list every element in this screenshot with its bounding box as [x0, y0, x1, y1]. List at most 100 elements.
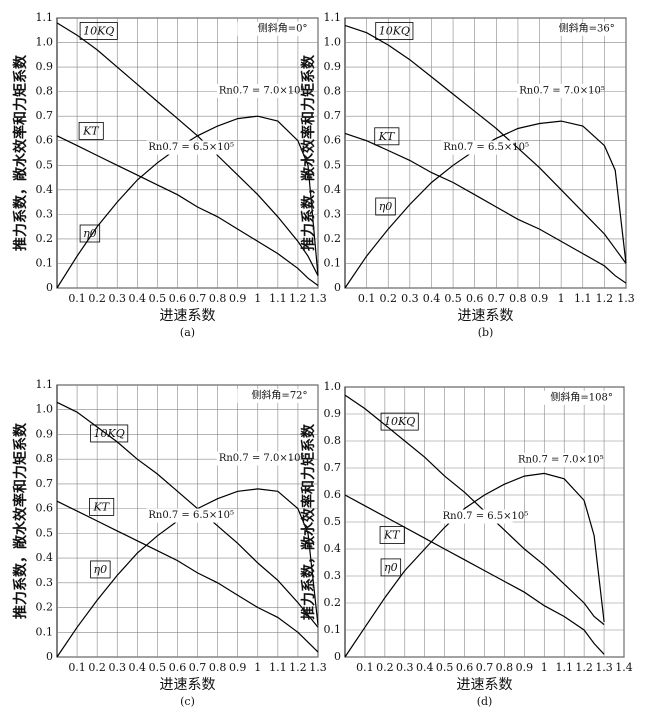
annotation: Rn0.7 = 7.0×10⁵	[518, 454, 604, 465]
label-box	[90, 560, 111, 579]
annotation: Rn0.7 = 7.0×10⁵	[219, 453, 305, 464]
y-tick-label: 0.7	[324, 461, 342, 474]
x-tick-label: 1.3	[309, 292, 327, 305]
y-tick-label: 0.3	[324, 207, 342, 220]
annotation: Rn0.7 = 6.5×10⁵	[148, 142, 234, 153]
y-tick-label: 1.1	[36, 378, 54, 391]
series-label: 10KQ	[384, 415, 415, 428]
annotation: 侧斜角=108°	[550, 390, 612, 403]
series-label: KT	[82, 124, 100, 137]
x-axis-label: 进速系数	[160, 308, 216, 324]
y-tick-label: 0.6	[324, 488, 342, 501]
y-tick-label: 1.0	[36, 36, 54, 49]
x-tick-label: 0.2	[88, 292, 106, 305]
note-bg	[216, 83, 289, 98]
label-box	[375, 197, 396, 216]
series-label: η0	[384, 561, 398, 574]
x-tick-label: 1.1	[269, 661, 287, 674]
y-axis-label: 推力系数，敞水效率和力矩系数	[300, 54, 317, 251]
annotation: Rn0.7 = 6.5×10⁵	[443, 142, 529, 153]
y-tick-label: 0.1	[324, 256, 342, 269]
y-tick-label: 0	[334, 650, 341, 663]
y-tick-label: 0.9	[36, 427, 54, 440]
x-tick-label: 1	[541, 661, 548, 674]
x-tick-label: 0.8	[509, 292, 527, 305]
annotation: 侧斜角=72°	[251, 388, 307, 401]
x-tick-label: 0.5	[149, 661, 167, 674]
y-tick-label: 1.1	[324, 11, 342, 24]
y-tick-label: 0.4	[36, 183, 54, 196]
y-tick-label: 0.4	[324, 183, 342, 196]
y-tick-label: 1.0	[324, 36, 342, 49]
series-label: KT	[93, 500, 111, 513]
x-tick-label: 0.5	[436, 661, 454, 674]
y-tick-label: 0.6	[36, 502, 54, 515]
x-tick-label: 0.1	[358, 292, 376, 305]
y-tick-label: 0.9	[324, 407, 342, 420]
note-bg	[440, 509, 513, 524]
x-tick-label: 0.9	[516, 661, 534, 674]
annotation: Rn0.7 = 6.5×10⁵	[443, 511, 529, 522]
note-bg	[146, 140, 219, 155]
label-box	[380, 412, 419, 431]
y-tick-label: 0.5	[324, 158, 342, 171]
series-label: KT	[378, 130, 396, 143]
series-label: 10KQ	[83, 25, 114, 38]
y-axis-label: 推力系数，敞水效率和力矩系数	[12, 422, 29, 619]
series-line	[344, 24, 627, 264]
series-line	[56, 500, 319, 653]
y-tick-label: 0	[46, 281, 53, 294]
label-box	[374, 127, 400, 146]
x-tick-label: 1	[558, 292, 565, 305]
y-tick-label: 0.8	[324, 434, 342, 447]
y-axis-label: 推力系数，敞水效率和力矩系数	[300, 423, 317, 620]
y-tick-label: 0.5	[36, 526, 54, 539]
note-bg	[441, 140, 514, 155]
y-tick-label: 0.1	[324, 623, 342, 636]
x-tick-label: 1.2	[575, 661, 593, 674]
x-tick-label: 0.6	[169, 661, 187, 674]
label-box	[79, 224, 101, 243]
y-tick-label: 0.6	[36, 134, 54, 147]
series-label: KT	[383, 529, 401, 542]
annotation: Rn0.7 = 7.0×10⁵	[519, 85, 605, 96]
y-tick-label: 0.4	[36, 551, 54, 564]
y-tick-label: 0.3	[36, 576, 54, 589]
annotation: 侧斜角=0°	[258, 21, 308, 34]
y-tick-label: 0.2	[324, 232, 342, 245]
note-bg	[237, 21, 310, 36]
x-tick-label: 0.8	[209, 292, 227, 305]
x-tick-label: 0.5	[149, 292, 167, 305]
y-tick-label: 0.9	[36, 60, 54, 73]
x-tick-label: 1.3	[617, 292, 635, 305]
y-tick-label: 0.3	[324, 569, 342, 582]
y-tick-label: 0.1	[36, 625, 54, 638]
label-box	[380, 558, 402, 577]
y-tick-label: 0.8	[324, 85, 342, 98]
y-tick-label: 0.5	[36, 158, 54, 171]
subtitle: (a)	[180, 326, 195, 339]
x-tick-label: 0.1	[68, 292, 86, 305]
x-tick-label: 1.2	[596, 292, 614, 305]
y-tick-label: 0.3	[36, 207, 54, 220]
y-tick-label: 0.9	[324, 60, 342, 73]
note-bg	[146, 508, 219, 523]
note-bg	[216, 451, 289, 466]
x-axis-label: 进速系数	[457, 677, 513, 693]
x-tick-label: 0.6	[466, 292, 484, 305]
annotation: Rn0.7 = 7.0×10⁵	[219, 85, 305, 96]
x-tick-label: 0.6	[456, 661, 474, 674]
note-bg	[542, 390, 615, 405]
x-tick-label: 0.9	[229, 661, 247, 674]
x-tick-label: 0.4	[129, 661, 147, 674]
subtitle: (b)	[478, 326, 494, 339]
y-tick-label: 0	[46, 650, 53, 663]
series-line	[344, 132, 627, 284]
note-bg	[544, 21, 617, 36]
subtitle: (d)	[477, 695, 493, 708]
y-tick-label: 0.4	[324, 542, 342, 555]
x-tick-label: 0.3	[108, 292, 126, 305]
y-tick-label: 0.8	[36, 452, 54, 465]
y-tick-label: 0.1	[36, 256, 54, 269]
